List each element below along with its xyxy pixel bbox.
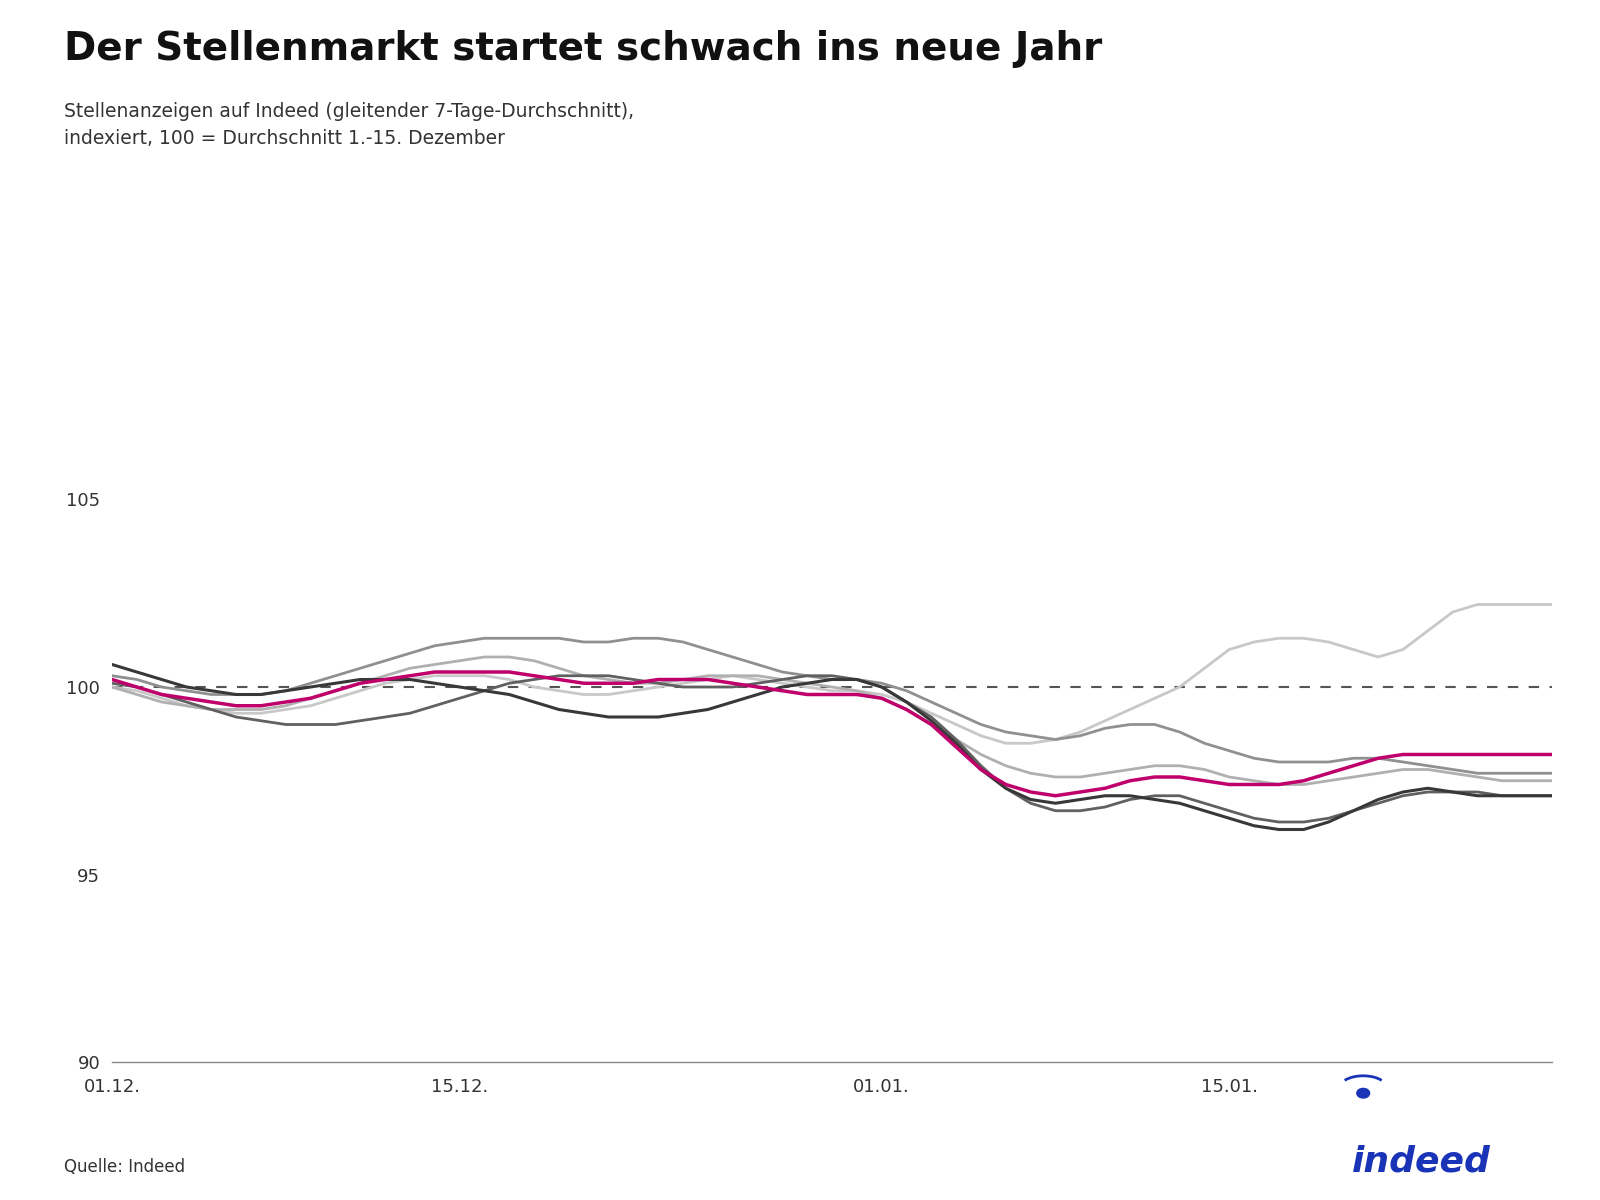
Text: Stellenanzeigen auf Indeed (gleitender 7-Tage-Durchschnitt),
indexiert, 100 = Du: Stellenanzeigen auf Indeed (gleitender 7…	[64, 102, 634, 148]
Text: indeed: indeed	[1352, 1145, 1491, 1178]
Text: Der Stellenmarkt startet schwach ins neue Jahr: Der Stellenmarkt startet schwach ins neu…	[64, 30, 1102, 68]
Circle shape	[1357, 1088, 1370, 1098]
Text: Quelle: Indeed: Quelle: Indeed	[64, 1158, 186, 1176]
